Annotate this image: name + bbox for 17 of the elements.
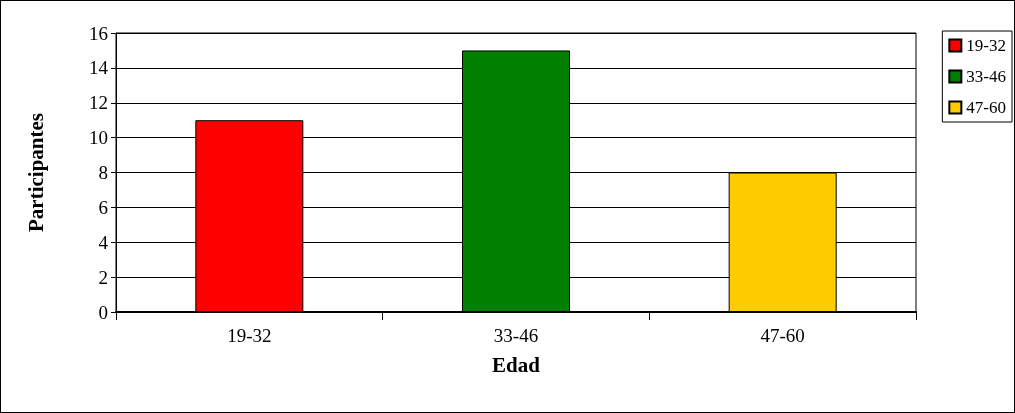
y-tick-label: 8 xyxy=(98,162,108,183)
y-tick-label: 16 xyxy=(89,22,108,44)
y-tick-label: 0 xyxy=(98,301,108,323)
y-tick-label: 10 xyxy=(89,127,108,149)
legend-label: 47-60 xyxy=(966,98,1007,117)
y-axis-title: Participantes xyxy=(23,113,48,232)
y-tick-label: 2 xyxy=(98,266,108,288)
y-tick-label: 12 xyxy=(89,92,108,114)
x-tick-label: 19-32 xyxy=(227,325,272,346)
legend-label: 33-46 xyxy=(966,67,1007,86)
x-axis-title: Edad xyxy=(492,352,541,377)
x-tick-label: 47-60 xyxy=(760,325,805,346)
y-tick-label: 4 xyxy=(98,231,109,253)
y-tick-label: 14 xyxy=(89,57,109,79)
x-tick-label: 33-46 xyxy=(493,325,539,346)
y-tick-label: 6 xyxy=(98,196,108,218)
legend-label: 19-32 xyxy=(966,36,1007,55)
